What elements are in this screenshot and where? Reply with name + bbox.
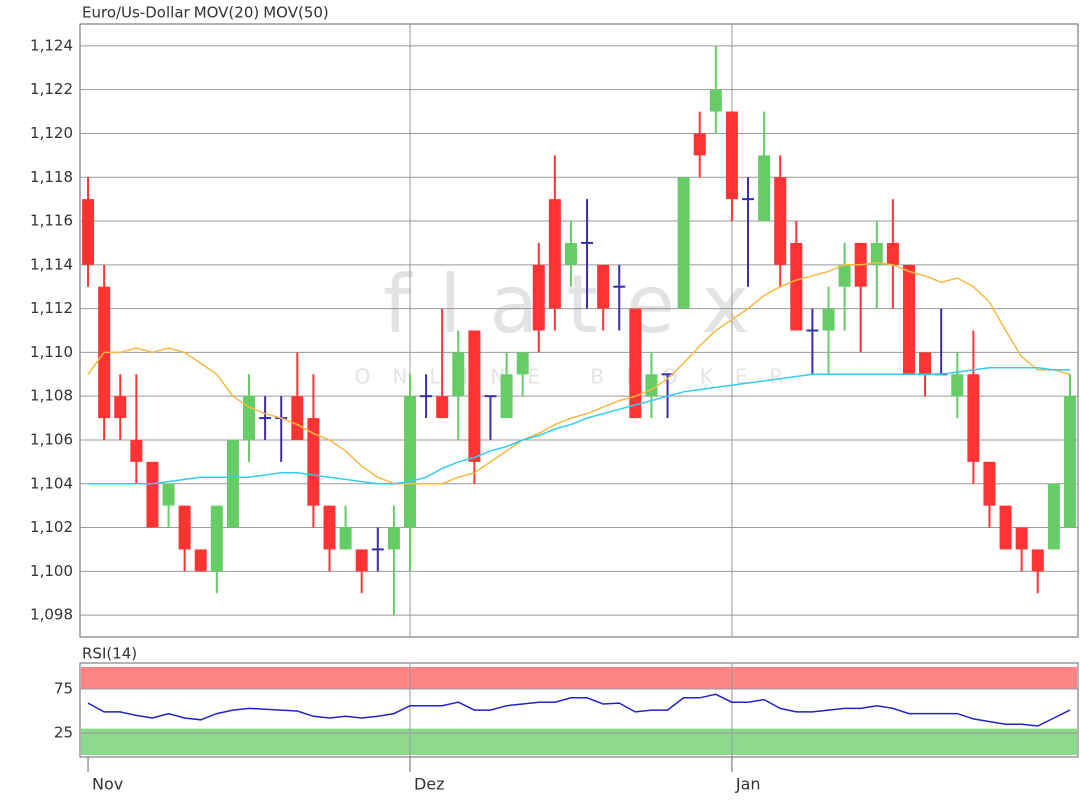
candle-body (886, 242, 899, 265)
candle-body (532, 264, 545, 331)
candle-body (468, 330, 481, 462)
candle-body (452, 352, 465, 397)
candle-body (403, 396, 416, 528)
legend-mov50: MOV(50) (263, 4, 329, 22)
candle-body (548, 199, 561, 309)
candle-body (838, 264, 851, 287)
candle-body (709, 89, 722, 112)
candle-body (951, 374, 964, 397)
candle-body (355, 549, 368, 572)
y-tick-label: 1,098 (30, 606, 73, 624)
y-tick-label: 1,116 (30, 212, 73, 230)
y-tick-label: 1,120 (30, 124, 73, 142)
candle-body (307, 418, 320, 506)
candle-body (226, 439, 239, 528)
y-tick-label: 1,118 (30, 168, 73, 186)
x-tick-label: Nov (92, 775, 123, 794)
y-tick-label: 1,110 (30, 343, 73, 361)
rsi-line (87, 693, 1071, 727)
candle-body (339, 527, 352, 550)
legend-mov20: MOV(20) (194, 4, 260, 22)
y-tick-label: 1,124 (30, 36, 73, 54)
candle-body (162, 483, 175, 506)
candle-body (146, 461, 159, 528)
x-tick-label: Dez (414, 775, 445, 794)
legend-rsi: RSI(14) (82, 645, 137, 663)
y-tick-label: 1,102 (30, 518, 73, 536)
candle-body (758, 155, 771, 222)
y-tick-label: 1,100 (30, 562, 73, 580)
moving-average (88, 366, 1070, 485)
candle-body (291, 396, 304, 440)
candle-body (870, 242, 883, 265)
y-tick-label: 1,108 (30, 387, 73, 405)
moving-average (87, 261, 1071, 485)
candle-body (210, 505, 223, 572)
candle-body (323, 505, 336, 550)
candle-body (645, 374, 658, 397)
candle-body (725, 111, 738, 200)
candle-body (902, 264, 915, 375)
y-tick-label: 1,114 (30, 255, 73, 273)
candle-body (1047, 483, 1060, 550)
candle-body (1015, 527, 1028, 550)
candle-body (436, 396, 449, 419)
candle-body (130, 439, 143, 462)
candle-body (790, 242, 803, 331)
candle-body (82, 199, 95, 265)
candle-body (774, 177, 787, 265)
candle-body (1031, 549, 1044, 572)
y-tick-label: 1,104 (30, 474, 73, 492)
candle-body (194, 549, 207, 572)
y-tick-label: 75 (54, 680, 73, 698)
candle-body (597, 264, 610, 309)
x-tick-label: Jan (735, 775, 761, 794)
candle-body (387, 527, 400, 550)
y-tick-label: 1,122 (30, 80, 73, 98)
candle-body (919, 352, 932, 375)
rsi-zone (81, 667, 1077, 689)
y-tick-label: 25 (54, 724, 73, 742)
candle-body (967, 374, 980, 462)
candle-body (999, 505, 1012, 550)
candle-body (243, 396, 256, 440)
candle-body (983, 461, 996, 506)
candle-body (677, 177, 690, 309)
candle-body (178, 505, 191, 550)
candle-body (693, 133, 706, 156)
candle-body (516, 352, 529, 375)
legend-main: Euro/Us-Dollar (82, 4, 191, 22)
candle-body (822, 308, 835, 331)
candle-body (1063, 396, 1076, 528)
candle-body (629, 308, 642, 419)
candle-body (564, 242, 577, 265)
candle-body (114, 396, 127, 419)
y-tick-label: 1,112 (30, 299, 73, 317)
candle-body (500, 374, 513, 419)
y-tick-label: 1,106 (30, 430, 73, 448)
